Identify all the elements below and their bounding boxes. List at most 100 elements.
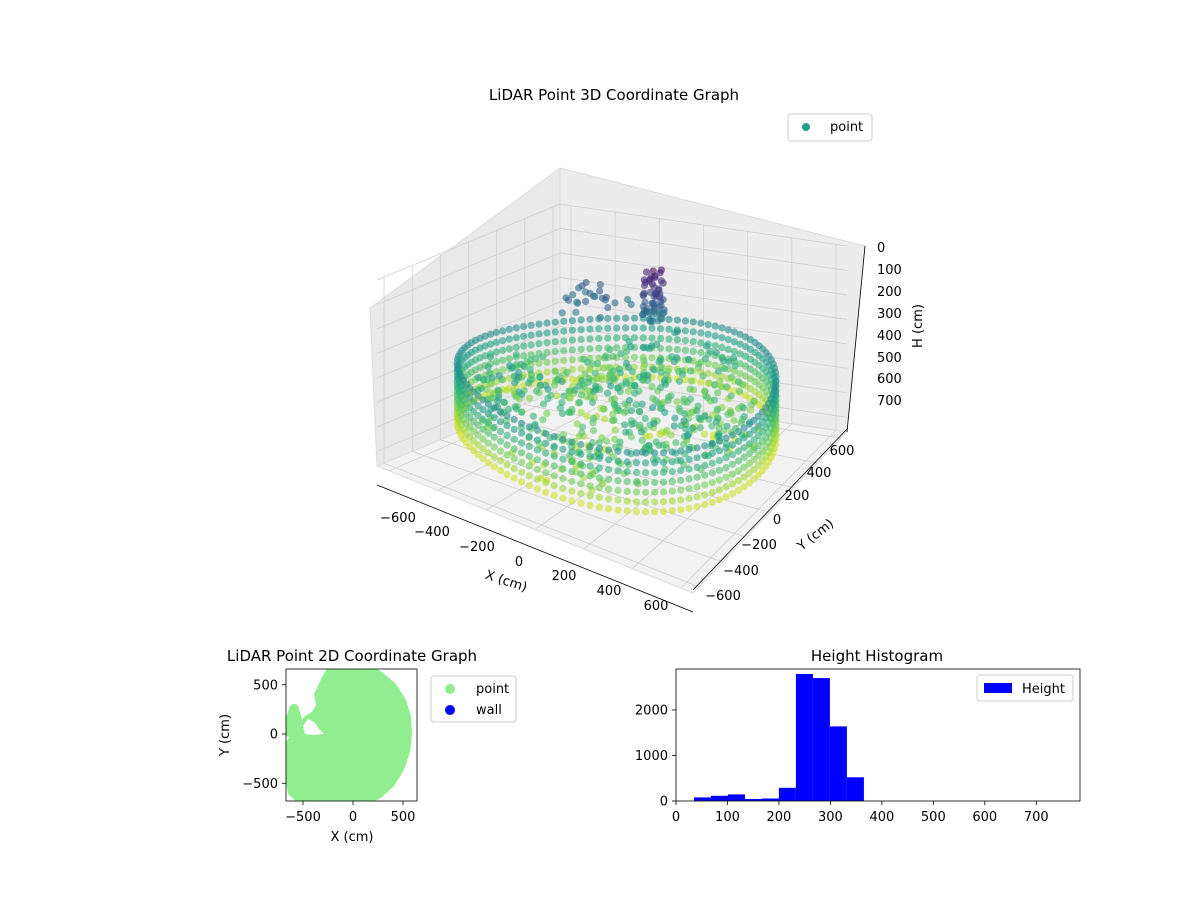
data-point-3d [578, 282, 586, 290]
data-point-3d [474, 431, 482, 439]
y-tick-label-3d: −400 [723, 564, 759, 579]
data-point-3d [595, 325, 603, 333]
z-tick-label-3d: 600 [877, 372, 902, 387]
data-point-3d [577, 460, 585, 468]
data-point-3d [714, 389, 722, 397]
data-point-3d [484, 429, 492, 437]
data-point-3d [525, 442, 533, 450]
data-point-3d [533, 446, 542, 454]
data-point-3d [550, 452, 558, 460]
data-point-3d [632, 459, 641, 467]
data-point-3d [622, 407, 630, 415]
data-point-3d [740, 483, 748, 491]
data-point-3d [665, 335, 673, 343]
data-point-3d [564, 296, 573, 304]
data-point-3d [598, 294, 607, 302]
data-point-3d [504, 405, 513, 413]
data-point-3d [550, 462, 558, 470]
data-point-3d [625, 396, 634, 405]
data-point-3d [623, 347, 631, 355]
data-point-3d [689, 318, 697, 326]
data-point-3d [512, 343, 520, 351]
legend-2d-marker-wall [445, 705, 455, 715]
chart-2d: LiDAR Point 2D Coordinate Graph −500−500… [218, 647, 517, 845]
data-point-3d [558, 309, 566, 317]
data-point-3d [736, 340, 744, 348]
data-point-3d [492, 338, 500, 346]
data-point-3d [577, 450, 585, 458]
data-point-3d [499, 366, 507, 374]
data-point-3d [484, 400, 492, 408]
data-point-3d [745, 459, 753, 467]
data-point-3d [689, 347, 697, 355]
data-point-3d [593, 359, 602, 368]
data-point-3d [704, 330, 712, 338]
data-point-3d [533, 475, 542, 483]
data-point-3d [623, 478, 631, 486]
plot-frame-2d [285, 668, 418, 802]
data-point-3d [550, 433, 558, 441]
legend-2d: point wall [430, 675, 517, 723]
scatter-2d-point-cloud-left [286, 704, 303, 738]
data-point-3d [550, 491, 558, 499]
data-point-3d [565, 408, 573, 416]
data-point-3d [650, 419, 658, 427]
data-point-3d [697, 319, 705, 327]
data-point-3d [708, 469, 716, 477]
data-point-3d [681, 346, 690, 354]
data-point-3d [657, 334, 665, 343]
data-point-3d [525, 472, 533, 480]
data-point-3d [518, 419, 526, 427]
data-point-3d [675, 377, 684, 385]
data-point-3d [685, 485, 693, 493]
data-point-3d [677, 457, 685, 465]
data-point-3d [484, 439, 492, 447]
data-point-3d [584, 378, 592, 386]
data-point-3d [708, 459, 716, 467]
data-point-3d [581, 370, 589, 378]
grid-line-z [376, 301, 848, 379]
data-point-3d [697, 339, 705, 347]
x-tick-label-hist: 0 [672, 810, 680, 825]
grid-line-z [376, 252, 848, 330]
data-point-3d [715, 430, 723, 438]
data-point-3d [503, 412, 511, 420]
x-tick-label-3d: −200 [459, 540, 495, 555]
data-point-3d [715, 476, 724, 484]
data-point-3d [533, 426, 542, 434]
data-point-3d [734, 457, 743, 465]
data-point-3d [730, 354, 738, 362]
data-point-3d [659, 488, 668, 496]
data-point-3d [607, 382, 615, 390]
data-point-3d [730, 328, 739, 336]
data-point-3d [544, 385, 552, 393]
data-point-3d [559, 445, 567, 453]
data-point-3d [708, 449, 716, 457]
data-point-3d [710, 396, 719, 404]
legend-3d-marker [802, 123, 810, 131]
z-tick-label-3d: 500 [877, 351, 902, 366]
data-point-3d [665, 325, 673, 333]
data-point-3d [568, 336, 577, 344]
data-point-3d [685, 455, 693, 463]
data-point-3d [484, 449, 492, 457]
data-point-3d [488, 374, 496, 382]
data-point-3d [740, 473, 748, 481]
data-point-3d [510, 464, 518, 473]
data-point-3d [568, 326, 577, 334]
data-point-3d [695, 360, 703, 368]
histogram-bar [778, 787, 796, 801]
data-point-3d [573, 420, 581, 428]
data-point-3d [487, 340, 495, 348]
x-tick-label-3d: −600 [380, 511, 416, 526]
data-point-3d [667, 431, 675, 439]
z-tick-label-3d: 200 [877, 285, 902, 300]
data-point-3d [614, 486, 622, 495]
z-axis-line [846, 245, 866, 433]
data-point-3d [659, 498, 668, 506]
data-point-3d [616, 438, 624, 446]
histogram-bar [795, 674, 813, 801]
x-tick-label-hist: 200 [767, 810, 792, 825]
data-point-3d [496, 467, 505, 475]
data-point-3d [583, 412, 591, 420]
